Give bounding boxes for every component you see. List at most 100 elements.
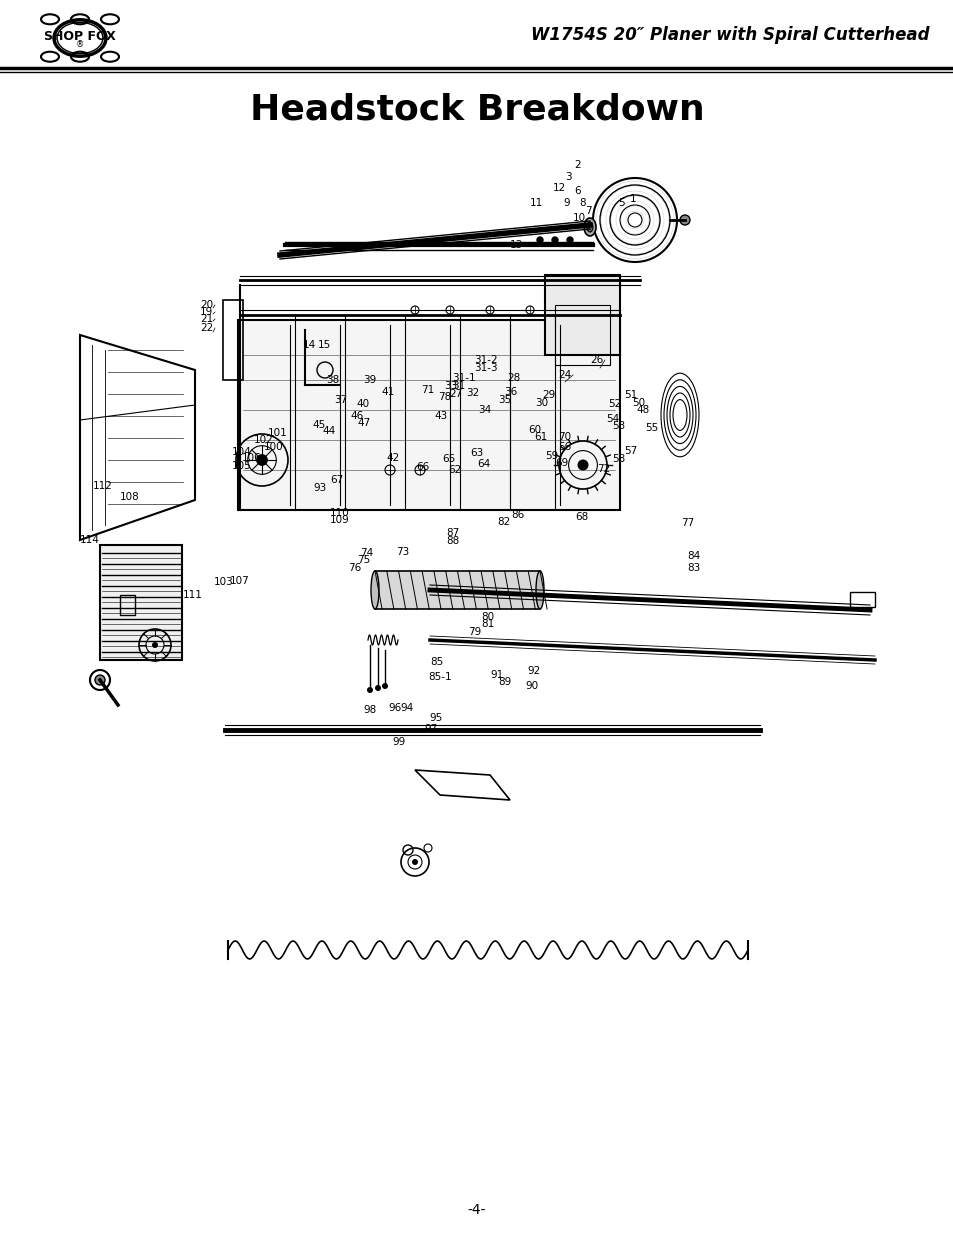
Text: 62: 62 [448,466,460,475]
Text: 106: 106 [242,453,261,463]
Text: 21: 21 [200,314,213,324]
Text: 84: 84 [686,551,700,561]
Text: 69: 69 [555,458,568,468]
Text: 90: 90 [524,680,537,692]
Ellipse shape [583,219,596,236]
Text: 19: 19 [200,308,213,317]
Text: 26: 26 [589,354,602,366]
Text: 37: 37 [334,395,347,405]
Text: 66: 66 [416,462,429,472]
Text: 46: 46 [350,411,363,421]
Text: 109: 109 [330,515,350,525]
Text: 94: 94 [399,703,413,713]
Circle shape [95,676,105,685]
Text: 36: 36 [503,387,517,396]
Text: 50: 50 [631,398,644,408]
Text: 31-3: 31-3 [474,363,497,373]
Bar [223,300,243,380]
Text: 86: 86 [511,510,524,520]
Text: 7: 7 [584,206,591,216]
Bar [544,275,619,354]
Text: 99: 99 [392,737,405,747]
Text: 11: 11 [530,198,542,207]
Ellipse shape [371,571,378,609]
Text: SHOP FOX: SHOP FOX [44,30,115,42]
Text: 88: 88 [446,536,458,546]
Text: 59: 59 [544,451,558,461]
Text: 54: 54 [605,414,618,424]
Bar [120,595,135,615]
Text: 45: 45 [312,420,325,430]
Text: 52: 52 [607,399,620,409]
Text: 6: 6 [574,186,580,196]
Text: 92: 92 [526,666,539,676]
Text: 5: 5 [618,198,624,207]
Circle shape [566,237,573,243]
Text: 58: 58 [612,454,624,464]
Text: 33: 33 [443,382,456,391]
Text: 67: 67 [330,475,343,485]
Text: 83: 83 [686,563,700,573]
Text: 70: 70 [558,432,571,442]
Text: ®: ® [76,41,84,49]
Text: 39: 39 [363,375,375,385]
Text: 96: 96 [388,703,401,713]
Text: 10: 10 [573,212,585,224]
Text: 38: 38 [326,375,339,385]
Text: 48: 48 [636,405,649,415]
Text: 60: 60 [527,425,540,435]
Bar [555,305,609,366]
Circle shape [578,461,587,469]
Text: 42: 42 [386,453,399,463]
Circle shape [552,237,558,243]
Circle shape [679,215,689,225]
Text: 29: 29 [541,390,555,400]
Text: 8: 8 [578,198,585,207]
Text: 80: 80 [480,613,494,622]
Text: 107: 107 [230,576,250,585]
Text: 75: 75 [356,555,370,564]
Text: 51: 51 [623,390,637,400]
Circle shape [152,642,158,648]
Text: 73: 73 [395,547,409,557]
Text: 27: 27 [449,389,462,399]
Text: 64: 64 [476,459,490,469]
Text: 61: 61 [534,432,547,442]
Text: Headstock Breakdown: Headstock Breakdown [250,93,703,127]
Text: 13: 13 [510,240,522,249]
Text: 14: 14 [303,340,315,350]
Circle shape [412,860,417,864]
Circle shape [367,687,373,693]
Text: -4-: -4- [467,1203,486,1216]
Text: 68: 68 [575,513,588,522]
Text: 114: 114 [80,535,100,545]
Bar [375,571,539,609]
Text: 56: 56 [558,442,571,452]
Text: 57: 57 [623,446,637,456]
Text: 9: 9 [562,198,569,207]
Circle shape [375,685,380,692]
Text: 93: 93 [313,483,326,493]
Text: 34: 34 [477,405,491,415]
Text: 104: 104 [232,447,252,457]
Text: 110: 110 [330,508,350,517]
Text: 31-1: 31-1 [452,373,476,383]
Bar [237,320,619,510]
Text: 2: 2 [574,161,580,170]
Text: 82: 82 [497,517,510,527]
Text: 47: 47 [356,417,370,429]
Text: 102: 102 [253,435,274,445]
Text: 105: 105 [232,461,252,471]
Bar [100,545,182,659]
Text: 89: 89 [497,677,511,687]
Text: 81: 81 [480,619,494,629]
Text: 100: 100 [264,442,283,452]
Text: 30: 30 [535,398,548,408]
Text: 108: 108 [120,492,139,501]
Circle shape [381,683,388,689]
Text: 85: 85 [430,657,443,667]
Text: 63: 63 [470,448,483,458]
Text: 35: 35 [497,395,511,405]
Ellipse shape [586,222,593,232]
Text: 31-2: 31-2 [474,354,497,366]
